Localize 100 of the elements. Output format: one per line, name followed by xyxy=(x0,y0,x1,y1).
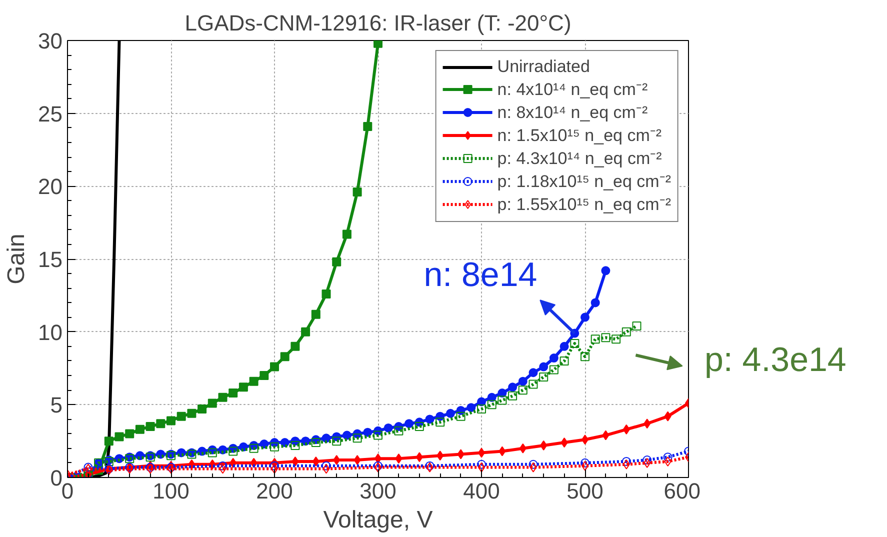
point xyxy=(530,462,537,472)
x-tick-label: 300 xyxy=(360,478,396,504)
point xyxy=(218,392,228,402)
point xyxy=(146,422,155,432)
point xyxy=(270,362,279,372)
point xyxy=(528,460,538,469)
point xyxy=(570,338,580,348)
point xyxy=(446,408,455,418)
point xyxy=(508,391,518,400)
y-tick-label: 30 xyxy=(38,28,63,54)
point xyxy=(622,456,631,466)
x-tick-label: 500 xyxy=(566,478,604,504)
legend-label: n: 4x10¹⁴ n_eq cm⁻² xyxy=(497,79,648,100)
x-tick-label: 200 xyxy=(256,478,293,504)
point xyxy=(498,396,507,405)
point xyxy=(208,448,217,458)
point xyxy=(218,461,228,470)
point xyxy=(176,412,186,421)
point xyxy=(354,455,361,466)
point xyxy=(622,459,630,470)
point xyxy=(374,430,382,440)
point xyxy=(414,422,424,432)
point xyxy=(549,365,558,374)
point xyxy=(292,456,299,466)
point xyxy=(322,289,331,298)
point xyxy=(498,388,507,398)
point xyxy=(590,334,600,344)
point xyxy=(632,322,642,331)
point xyxy=(363,122,372,131)
y-axis-title: Gain xyxy=(3,234,30,284)
point xyxy=(270,442,279,452)
point xyxy=(519,443,526,454)
point xyxy=(395,454,402,464)
point xyxy=(580,458,590,468)
point xyxy=(114,432,124,442)
legend-label: Unirradiated xyxy=(497,57,590,77)
point xyxy=(311,438,320,448)
y-tick-label: 10 xyxy=(38,320,63,345)
point xyxy=(663,452,672,462)
point xyxy=(425,414,434,424)
legend-label: n: 1.5x10¹⁵ n_eq cm⁻² xyxy=(497,125,662,146)
point xyxy=(104,436,114,446)
point xyxy=(312,456,320,466)
point xyxy=(457,449,464,460)
point xyxy=(540,440,548,450)
point xyxy=(238,382,248,392)
point xyxy=(612,334,621,344)
point xyxy=(363,428,372,437)
point xyxy=(404,419,414,428)
legend-label: p: 1.18x10¹⁵ n_eq cm⁻² xyxy=(497,171,671,192)
point xyxy=(332,257,342,266)
point xyxy=(642,456,652,465)
point xyxy=(560,342,569,351)
legend-label: n: 8x10¹⁴ n_eq cm⁻² xyxy=(497,102,648,123)
point xyxy=(228,388,238,398)
point xyxy=(374,40,382,48)
point xyxy=(601,333,610,342)
point xyxy=(208,398,217,408)
point xyxy=(644,458,651,468)
x-tick-label: 400 xyxy=(463,478,500,504)
point xyxy=(560,438,568,448)
point xyxy=(590,298,600,308)
x-axis-title: Voltage, V xyxy=(323,506,433,534)
point xyxy=(436,418,445,427)
point xyxy=(342,430,352,440)
point xyxy=(198,404,207,414)
point xyxy=(580,312,590,322)
point xyxy=(528,380,538,389)
point xyxy=(135,424,144,434)
point xyxy=(477,460,486,469)
chart-title: LGADs-CNM-12916: IR-laser (T: -20°C) xyxy=(184,10,572,36)
point xyxy=(187,408,196,418)
point xyxy=(301,327,310,336)
point xyxy=(125,429,134,438)
point xyxy=(333,455,340,466)
point xyxy=(622,424,630,434)
annotation: n: 8e14 xyxy=(424,256,538,294)
point xyxy=(416,452,423,462)
point xyxy=(322,461,331,470)
legend-label: p: 4.3x10¹⁴ n_eq cm⁻² xyxy=(497,148,662,169)
text: p: 4.3e14 xyxy=(704,341,846,380)
point xyxy=(156,419,166,428)
point xyxy=(602,430,610,440)
point xyxy=(518,386,528,395)
point xyxy=(601,266,610,276)
y-tick-label: 25 xyxy=(38,101,63,126)
point xyxy=(342,230,352,239)
x-tick-label: 100 xyxy=(152,478,190,504)
y-tick-label: 5 xyxy=(50,392,63,418)
point xyxy=(436,450,444,461)
point xyxy=(290,440,300,450)
point xyxy=(539,372,548,382)
point xyxy=(352,434,362,443)
point xyxy=(477,404,486,414)
point xyxy=(456,412,466,421)
point xyxy=(539,362,548,372)
point xyxy=(560,356,569,366)
point xyxy=(622,327,631,336)
point xyxy=(311,310,320,319)
point xyxy=(487,400,496,410)
